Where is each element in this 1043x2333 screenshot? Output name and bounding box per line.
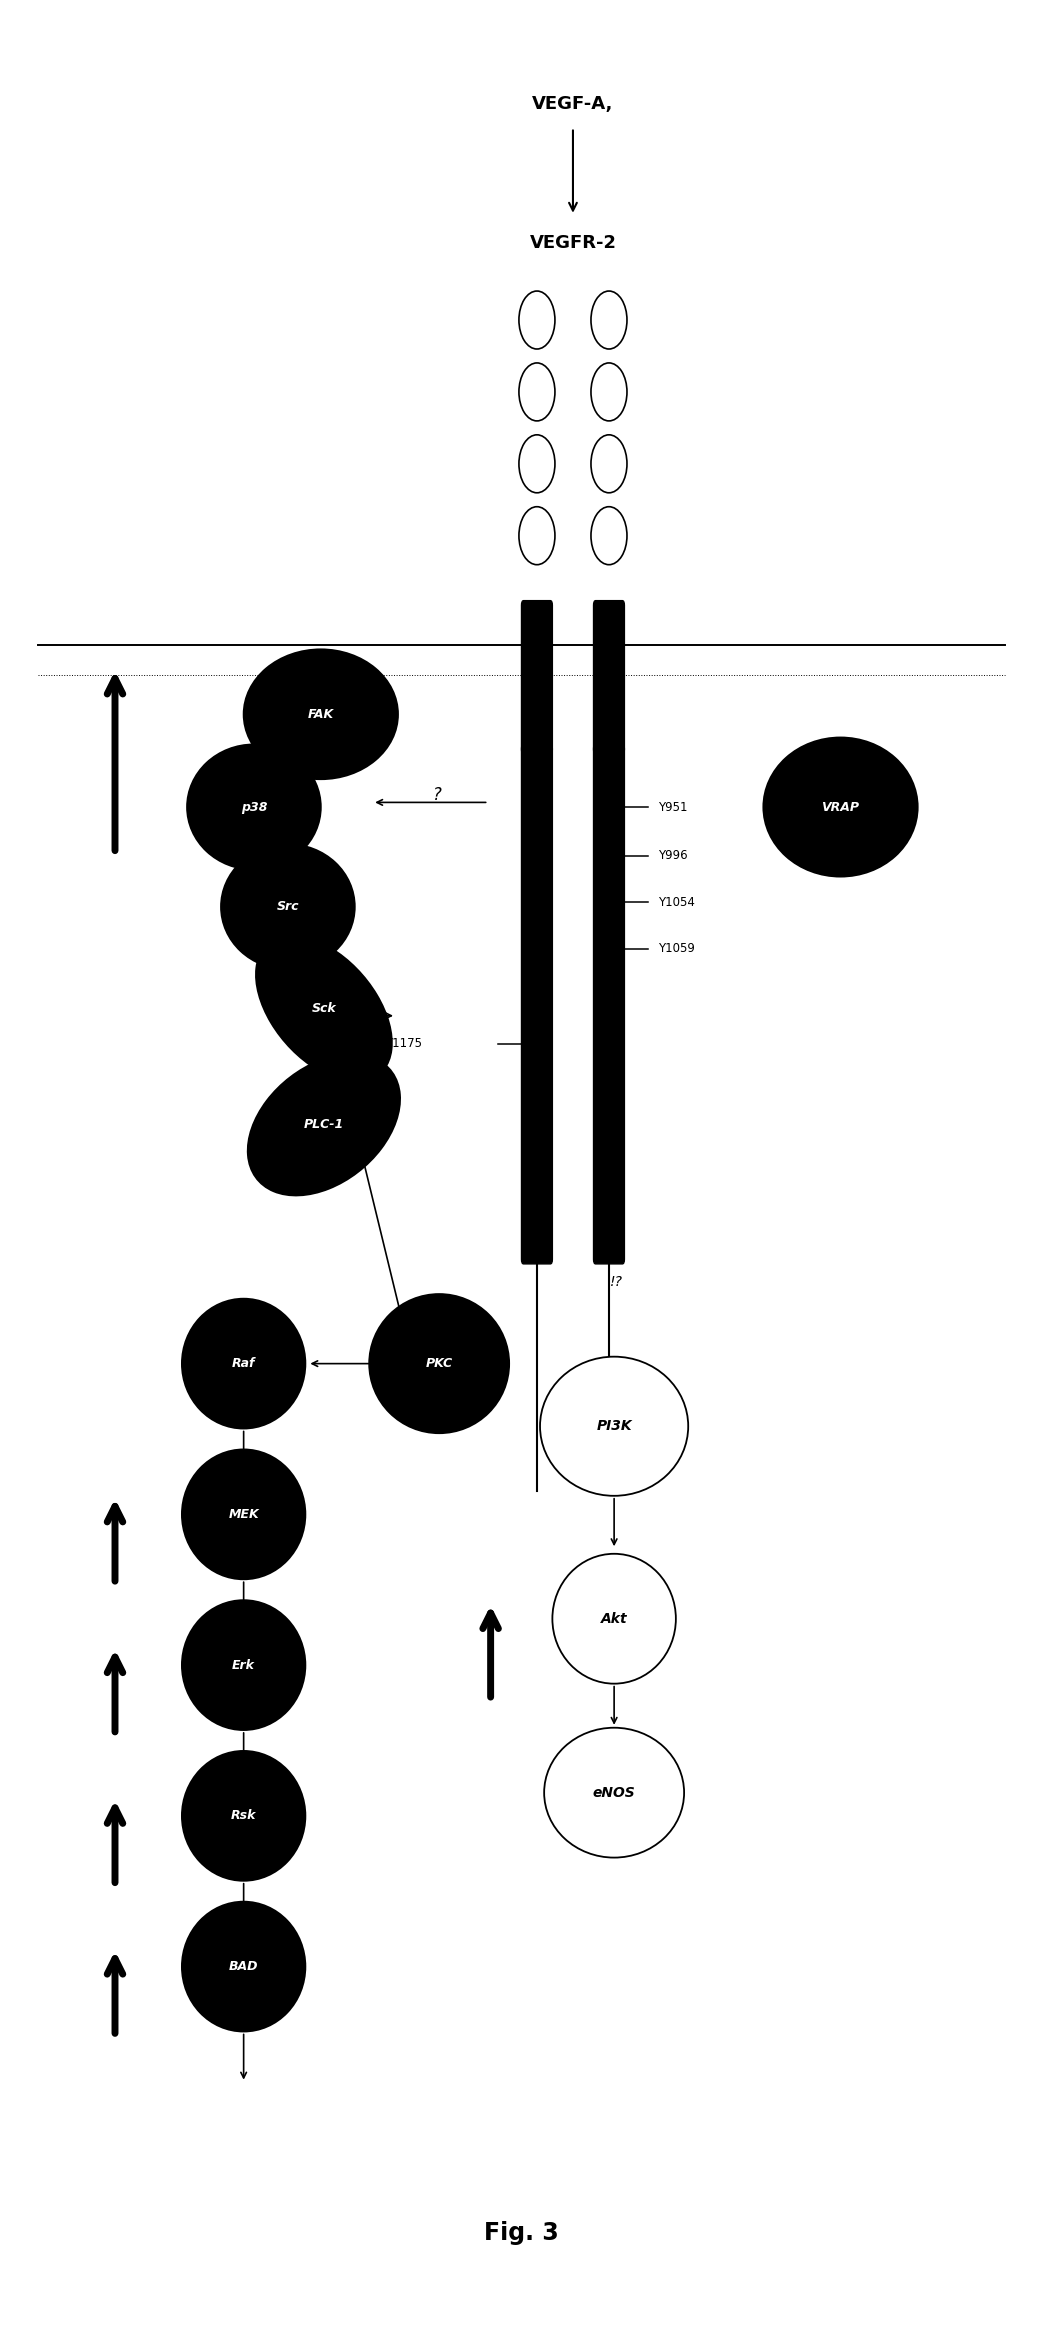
Ellipse shape: [553, 1554, 676, 1684]
Text: p38: p38: [241, 800, 267, 814]
Ellipse shape: [544, 1729, 684, 1857]
Text: VEGF-A,: VEGF-A,: [532, 96, 613, 114]
Text: Sck: Sck: [312, 1003, 336, 1015]
Ellipse shape: [369, 1295, 509, 1432]
Ellipse shape: [519, 506, 555, 565]
Ellipse shape: [181, 1299, 306, 1428]
Ellipse shape: [181, 1449, 306, 1579]
Ellipse shape: [591, 506, 627, 565]
Text: Rsk: Rsk: [231, 1810, 257, 1822]
Text: ?: ?: [433, 786, 441, 805]
Text: BAD: BAD: [228, 1960, 259, 1974]
Text: Y951: Y951: [658, 800, 688, 814]
FancyBboxPatch shape: [593, 744, 625, 1264]
Text: !?: !?: [610, 1276, 623, 1290]
Ellipse shape: [181, 1901, 306, 2032]
Ellipse shape: [244, 649, 398, 779]
Ellipse shape: [519, 364, 555, 420]
Ellipse shape: [519, 292, 555, 350]
Text: PI3K: PI3K: [597, 1418, 632, 1432]
Ellipse shape: [591, 434, 627, 492]
Text: FAK: FAK: [308, 707, 334, 721]
Text: MEK: MEK: [228, 1507, 259, 1521]
Text: Y1054: Y1054: [658, 896, 696, 908]
Text: PKC: PKC: [426, 1358, 453, 1369]
Ellipse shape: [181, 1600, 306, 1731]
Ellipse shape: [256, 936, 392, 1083]
Text: Src: Src: [276, 901, 299, 912]
FancyBboxPatch shape: [522, 600, 553, 754]
Text: PLC-1: PLC-1: [304, 1118, 344, 1132]
Ellipse shape: [519, 434, 555, 492]
Ellipse shape: [181, 1750, 306, 1880]
Ellipse shape: [763, 737, 918, 877]
Text: VEGFR-2: VEGFR-2: [530, 236, 616, 252]
Ellipse shape: [187, 744, 321, 870]
Ellipse shape: [540, 1358, 688, 1495]
Text: eNOS: eNOS: [592, 1785, 635, 1799]
Ellipse shape: [248, 1055, 401, 1194]
Text: Y1175: Y1175: [385, 1038, 421, 1050]
Ellipse shape: [221, 845, 355, 971]
Text: Akt: Akt: [601, 1612, 628, 1626]
FancyBboxPatch shape: [522, 744, 553, 1264]
Ellipse shape: [591, 364, 627, 420]
Text: Y996: Y996: [658, 849, 688, 863]
Ellipse shape: [591, 292, 627, 350]
Text: Fig. 3: Fig. 3: [484, 2221, 559, 2244]
Text: Raf: Raf: [232, 1358, 256, 1369]
Text: VRAP: VRAP: [822, 800, 859, 814]
Text: Y1059: Y1059: [658, 943, 696, 954]
FancyBboxPatch shape: [593, 600, 625, 754]
Text: Erk: Erk: [233, 1659, 256, 1673]
